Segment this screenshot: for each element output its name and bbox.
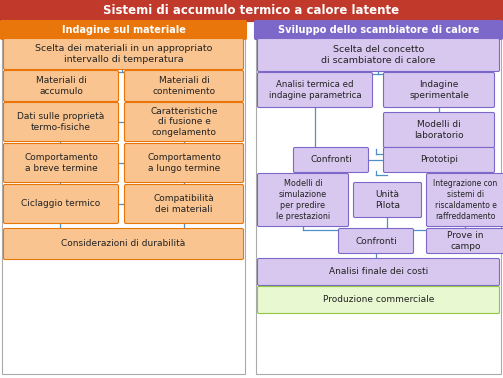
FancyBboxPatch shape <box>339 228 413 254</box>
Text: Sistemi di accumulo termico a calore latente: Sistemi di accumulo termico a calore lat… <box>104 3 399 17</box>
Text: Compatibilità
dei materiali: Compatibilità dei materiali <box>153 194 214 214</box>
FancyBboxPatch shape <box>125 184 243 223</box>
Text: Integrazione con
sistemi di
riscaldamento e
raffreddamento: Integrazione con sistemi di riscaldament… <box>434 180 497 221</box>
Text: Confronti: Confronti <box>310 155 352 164</box>
Text: Scelta del concetto
di scambiatore di calore: Scelta del concetto di scambiatore di ca… <box>321 45 436 65</box>
Text: Scelta dei materiali in un appropriato
intervallo di temperatura: Scelta dei materiali in un appropriato i… <box>35 44 212 64</box>
FancyBboxPatch shape <box>293 147 369 172</box>
FancyBboxPatch shape <box>125 102 243 141</box>
FancyBboxPatch shape <box>354 183 422 217</box>
Text: Confronti: Confronti <box>355 237 397 245</box>
FancyBboxPatch shape <box>383 113 494 147</box>
Text: Dati sulle proprietà
termo-fisiche: Dati sulle proprietà termo-fisiche <box>18 112 105 132</box>
FancyBboxPatch shape <box>427 174 503 226</box>
FancyBboxPatch shape <box>4 184 119 223</box>
FancyBboxPatch shape <box>125 71 243 102</box>
Text: Materiali di
accumulo: Materiali di accumulo <box>36 76 87 96</box>
FancyBboxPatch shape <box>383 147 494 172</box>
FancyBboxPatch shape <box>255 20 502 39</box>
Text: Modelli di
simulazione
per predire
le prestazioni: Modelli di simulazione per predire le pr… <box>276 180 330 221</box>
FancyBboxPatch shape <box>258 39 499 71</box>
FancyBboxPatch shape <box>4 71 119 102</box>
Text: Prototipi: Prototipi <box>420 155 458 164</box>
Text: Unità
Pilota: Unità Pilota <box>375 190 400 210</box>
Text: Indagine sul materiale: Indagine sul materiale <box>61 25 186 35</box>
Text: Comportamento
a lungo termine: Comportamento a lungo termine <box>147 153 221 173</box>
FancyBboxPatch shape <box>1 20 246 39</box>
Text: Caratteristiche
di fusione e
congelamento: Caratteristiche di fusione e congelament… <box>150 107 218 137</box>
FancyBboxPatch shape <box>258 73 373 107</box>
FancyBboxPatch shape <box>427 228 503 254</box>
Text: Sviluppo dello scambiatore di calore: Sviluppo dello scambiatore di calore <box>278 25 479 35</box>
Text: Comportamento
a breve termine: Comportamento a breve termine <box>24 153 98 173</box>
Text: Produzione commerciale: Produzione commerciale <box>323 296 434 305</box>
FancyBboxPatch shape <box>4 228 243 260</box>
FancyBboxPatch shape <box>258 174 349 226</box>
Text: Materiali di
contenimento: Materiali di contenimento <box>152 76 216 96</box>
FancyBboxPatch shape <box>4 39 243 70</box>
FancyBboxPatch shape <box>258 287 499 313</box>
Text: Analisi finale dei costi: Analisi finale dei costi <box>329 268 428 276</box>
FancyBboxPatch shape <box>4 102 119 141</box>
FancyBboxPatch shape <box>4 144 119 183</box>
Text: Ciclaggio termico: Ciclaggio termico <box>21 200 101 209</box>
FancyBboxPatch shape <box>125 144 243 183</box>
FancyBboxPatch shape <box>258 259 499 285</box>
Text: Considerazioni di durabilità: Considerazioni di durabilità <box>61 240 186 248</box>
Text: Modelli di
laboratorio: Modelli di laboratorio <box>414 120 464 140</box>
Text: Indagine
sperimentale: Indagine sperimentale <box>409 80 469 100</box>
FancyBboxPatch shape <box>1 0 502 22</box>
FancyBboxPatch shape <box>383 73 494 107</box>
Text: Analisi termica ed
indagine parametrica: Analisi termica ed indagine parametrica <box>269 80 361 100</box>
Text: Prove in
campo: Prove in campo <box>447 231 484 251</box>
